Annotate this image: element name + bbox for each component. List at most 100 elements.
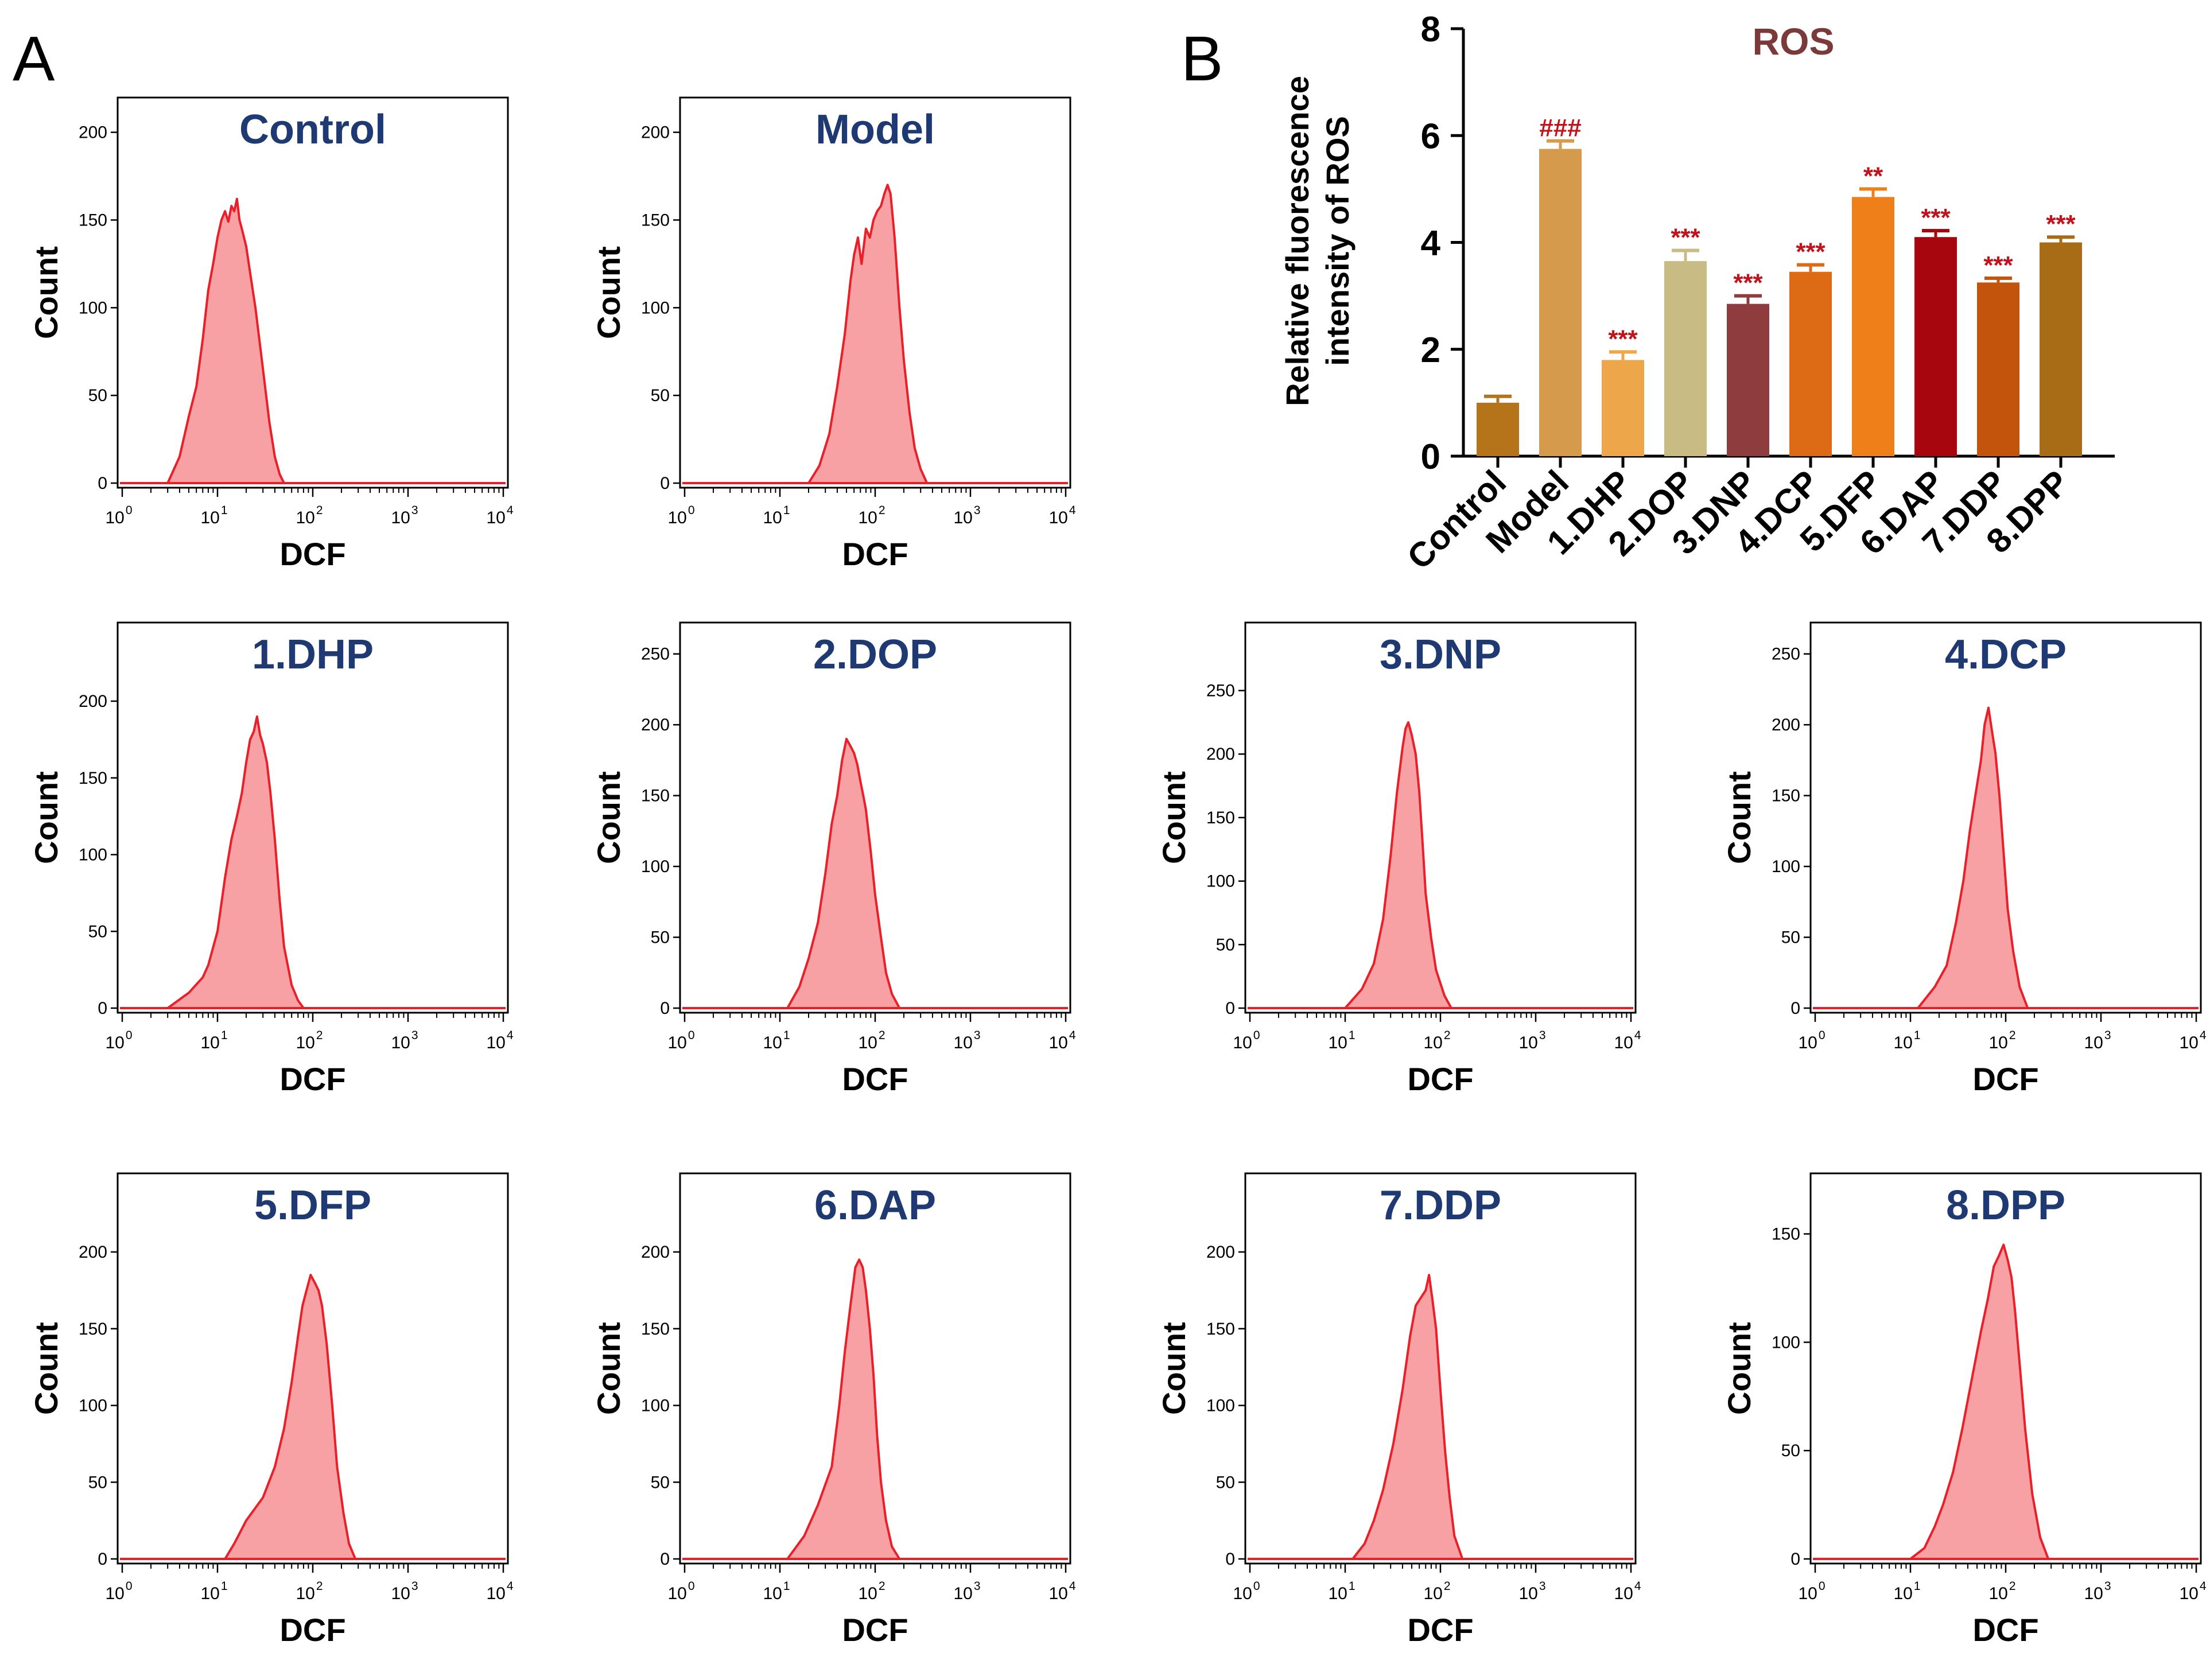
hist-7-panel: 6.DAP 0 50 100 150 200 100 101 102 103 104 DCF Count bbox=[591, 1172, 1076, 1648]
bar-1-dhp-significance: *** bbox=[1608, 325, 1638, 353]
hist-7-ytick-label: 200 bbox=[641, 1243, 670, 1262]
bar-8-dpp bbox=[2040, 242, 2082, 456]
hist-3-panel: 2.DOP 0 50 100 150 200 250 100 101 102 103 104 DCF Co… bbox=[591, 621, 1076, 1097]
hist-7-ytick-label: 0 bbox=[660, 1550, 670, 1569]
hist-6-xtick-label: 104 bbox=[486, 1580, 513, 1603]
bar-ylabel-line-1: Relative fluorescence bbox=[1279, 76, 1315, 406]
bar-5-dfp bbox=[1852, 197, 1894, 456]
bar-3-dnp-significance: *** bbox=[1733, 269, 1763, 297]
hist-9-distribution bbox=[1909, 1243, 2050, 1560]
hist-9-ytick-label: 100 bbox=[1772, 1333, 1800, 1352]
hist-7-ylabel: Count bbox=[591, 1322, 627, 1415]
hist-3-ytick-label: 0 bbox=[660, 999, 670, 1018]
hist-2-frame bbox=[116, 621, 509, 1014]
hist-9-xtick-label: 104 bbox=[2179, 1580, 2206, 1603]
hist-1-xtick-label: 102 bbox=[858, 504, 885, 527]
hist-6-ytick-label: 200 bbox=[79, 1243, 107, 1262]
hist-5-ylabel: Count bbox=[1721, 771, 1757, 864]
hist-8-ytick-label: 200 bbox=[1206, 1243, 1235, 1262]
bar-1-dhp bbox=[1602, 360, 1644, 456]
bar-7-ddp-significance: *** bbox=[1983, 251, 2013, 279]
hist-7-xtick-label: 100 bbox=[667, 1580, 694, 1603]
hist-9-ytick-label: 50 bbox=[1781, 1441, 1800, 1460]
hist-3-ytick-label: 100 bbox=[641, 857, 670, 876]
hist-6-xtick-label: 101 bbox=[200, 1580, 227, 1603]
hist-8-ytick-label: 150 bbox=[1206, 1320, 1235, 1339]
hist-8-ytick-label: 0 bbox=[1225, 1550, 1235, 1569]
hist-7-xtick-label: 103 bbox=[953, 1580, 980, 1603]
hist-9-panel: 8.DPP 0 50 100 150 100 101 102 103 104 DCF Count bbox=[1721, 1172, 2207, 1648]
hist-7-ytick-label: 100 bbox=[641, 1397, 670, 1415]
hist-6-ytick-label: 50 bbox=[88, 1473, 107, 1492]
hist-1-ytick-label: 50 bbox=[651, 386, 670, 405]
hist-8-distribution bbox=[1351, 1274, 1464, 1560]
hist-6-distribution bbox=[224, 1274, 357, 1560]
hist-1-distribution bbox=[807, 184, 929, 484]
hist-8-xtick-label: 100 bbox=[1233, 1580, 1260, 1603]
bar-title: ROS bbox=[1752, 20, 1834, 63]
hist-1-xlabel: DCF bbox=[842, 536, 908, 572]
hist-3-ytick-label: 250 bbox=[641, 645, 670, 664]
bar-ytick-label: 6 bbox=[1421, 116, 1440, 156]
hist-0-xlabel: DCF bbox=[279, 536, 345, 572]
hist-8-ylabel: Count bbox=[1156, 1322, 1192, 1415]
hist-4-xtick-label: 104 bbox=[1614, 1029, 1641, 1052]
hist-3-xtick-label: 104 bbox=[1048, 1029, 1075, 1052]
hist-2-xlabel: DCF bbox=[279, 1061, 345, 1097]
hist-1-ytick-label: 200 bbox=[641, 123, 670, 142]
hist-0-ylabel: Count bbox=[28, 246, 64, 339]
bar-6-dap bbox=[1914, 237, 1957, 456]
hist-1-xtick-label: 101 bbox=[763, 504, 790, 527]
hist-1-ytick-label: 0 bbox=[660, 474, 670, 493]
hist-7-xtick-label: 104 bbox=[1048, 1580, 1075, 1603]
hist-4-xtick-label: 103 bbox=[1518, 1029, 1545, 1052]
hist-7-xtick-label: 102 bbox=[858, 1580, 885, 1603]
hist-4-ytick-label: 0 bbox=[1225, 999, 1235, 1018]
hist-5-ytick-label: 50 bbox=[1781, 928, 1800, 947]
hist-2-xtick-label: 103 bbox=[391, 1029, 418, 1052]
hist-3-ytick-label: 50 bbox=[651, 928, 670, 947]
hist-4-xtick-label: 101 bbox=[1328, 1029, 1355, 1052]
hist-2-xtick-label: 100 bbox=[105, 1029, 132, 1052]
hist-5-ytick-label: 100 bbox=[1772, 857, 1800, 876]
hist-0-ytick-label: 100 bbox=[79, 298, 107, 317]
hist-8-ytick-label: 50 bbox=[1216, 1473, 1235, 1492]
bar-2-dop-significance: *** bbox=[1671, 223, 1700, 251]
hist-1-ytick-label: 100 bbox=[641, 298, 670, 317]
hist-7-ytick-label: 50 bbox=[651, 1473, 670, 1492]
hist-2-title: 1.DHP bbox=[252, 632, 374, 678]
hist-5-xtick-label: 100 bbox=[1798, 1029, 1825, 1052]
hist-8-xlabel: DCF bbox=[1407, 1612, 1473, 1648]
hist-7-distribution bbox=[786, 1258, 901, 1560]
bar-4-dcp bbox=[1789, 271, 1832, 456]
hist-9-xtick-label: 103 bbox=[2084, 1580, 2111, 1603]
hist-8-panel: 7.DDP 0 50 100 150 200 100 101 102 103 104 DCF Count bbox=[1156, 1172, 1641, 1648]
bar-ytick-label: 4 bbox=[1421, 224, 1441, 263]
hist-0-xtick-label: 104 bbox=[486, 504, 513, 527]
hist-0-ytick-label: 200 bbox=[79, 123, 107, 142]
hist-1-xtick-label: 100 bbox=[667, 504, 694, 527]
hist-2-ytick-label: 150 bbox=[79, 769, 107, 788]
bar-8-dpp-significance: *** bbox=[2046, 210, 2076, 238]
hist-3-distribution bbox=[786, 737, 901, 1009]
hist-2-distribution bbox=[166, 715, 305, 1009]
hist-4-frame bbox=[1244, 621, 1637, 1014]
hist-6-xtick-label: 102 bbox=[296, 1580, 323, 1603]
bar-6-dap-significance: *** bbox=[1921, 204, 1951, 232]
hist-2-ylabel: Count bbox=[28, 771, 64, 864]
hist-9-xtick-label: 102 bbox=[1988, 1580, 2015, 1603]
bar-2-dop bbox=[1664, 261, 1707, 456]
hist-1-ytick-label: 150 bbox=[641, 211, 670, 230]
hist-3-xlabel: DCF bbox=[842, 1061, 908, 1097]
hist-6-ylabel: Count bbox=[28, 1322, 64, 1415]
hist-6-xtick-label: 103 bbox=[391, 1580, 418, 1603]
hist-6-xtick-label: 100 bbox=[105, 1580, 132, 1603]
bar-ytick-label: 0 bbox=[1421, 437, 1440, 477]
hist-3-ytick-label: 200 bbox=[641, 715, 670, 734]
hist-8-xtick-label: 104 bbox=[1614, 1580, 1641, 1603]
hist-1-xtick-label: 104 bbox=[1048, 504, 1075, 527]
hist-5-distribution bbox=[1917, 706, 2029, 1009]
hist-0-xtick-label: 103 bbox=[391, 504, 418, 527]
